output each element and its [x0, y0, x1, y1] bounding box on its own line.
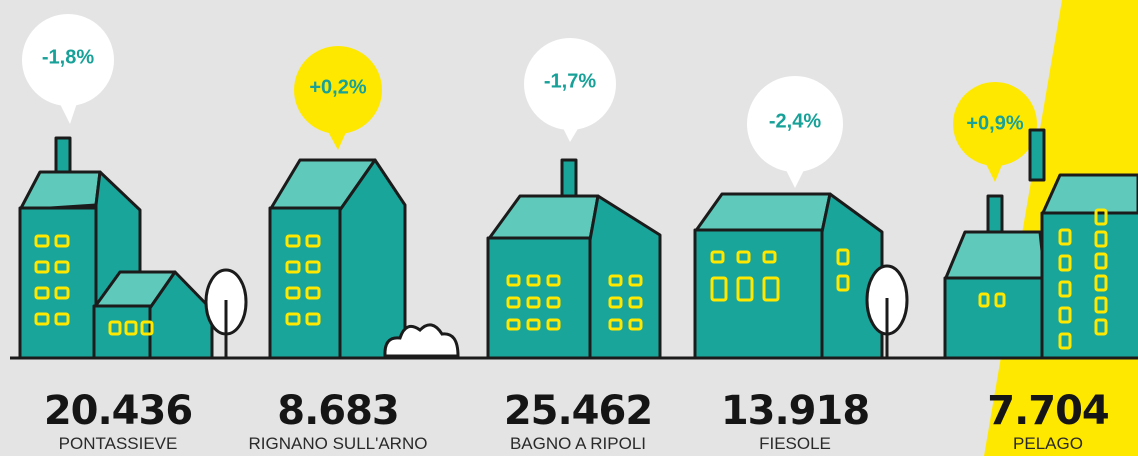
page: -1,8% +0,2% -1,7% -2,4% +0,9% 20.436 8.6… — [0, 0, 1138, 456]
population: 7.704 — [987, 388, 1109, 434]
population: 13.918 — [721, 388, 869, 434]
population: 8.683 — [277, 388, 399, 434]
change-label: -1,7% — [544, 70, 596, 92]
infographic: -1,8% +0,2% -1,7% -2,4% +0,9% 20.436 8.6… — [0, 0, 1138, 456]
population: 20.436 — [44, 388, 192, 434]
change-label: -1,8% — [42, 46, 94, 68]
town-name: PELAGO — [1013, 434, 1083, 453]
town-name: RIGNANO SULL'ARNO — [249, 434, 428, 453]
town-name: BAGNO A RIPOLI — [510, 434, 646, 453]
town-name: FIESOLE — [759, 434, 831, 453]
town-name: PONTASSIEVE — [59, 434, 178, 453]
change-label: +0,2% — [309, 76, 366, 98]
change-label: -2,4% — [769, 110, 821, 132]
change-label: +0,9% — [966, 112, 1023, 134]
population: 25.462 — [504, 388, 652, 434]
